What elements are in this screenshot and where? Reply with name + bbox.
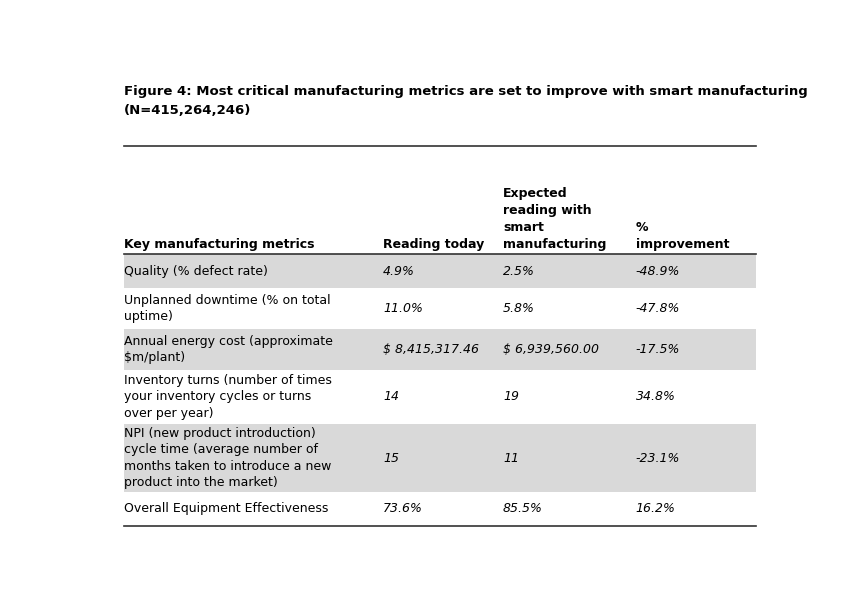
Text: 85.5%: 85.5% xyxy=(503,502,543,516)
Bar xyxy=(124,254,756,288)
Text: Key manufacturing metrics: Key manufacturing metrics xyxy=(124,238,314,251)
Text: $ 8,415,317.46: $ 8,415,317.46 xyxy=(384,343,480,356)
Text: Unplanned downtime (% on total
uptime): Unplanned downtime (% on total uptime) xyxy=(124,294,330,323)
Text: -23.1%: -23.1% xyxy=(636,452,680,464)
Text: 19: 19 xyxy=(503,390,519,403)
Text: 2.5%: 2.5% xyxy=(503,265,535,278)
Text: Overall Equipment Effectiveness: Overall Equipment Effectiveness xyxy=(124,502,329,516)
Text: Expected
reading with
smart
manufacturing: Expected reading with smart manufacturin… xyxy=(503,187,607,251)
Text: %
improvement: % improvement xyxy=(636,221,729,251)
Bar xyxy=(124,424,756,492)
Text: -47.8%: -47.8% xyxy=(636,302,680,315)
Text: 5.8%: 5.8% xyxy=(503,302,535,315)
Text: 11.0%: 11.0% xyxy=(384,302,423,315)
Text: Annual energy cost (approximate
$m/plant): Annual energy cost (approximate $m/plant… xyxy=(124,335,333,364)
Text: NPI (new product introduction)
cycle time (average number of
months taken to int: NPI (new product introduction) cycle tim… xyxy=(124,427,331,489)
Text: Quality (% defect rate): Quality (% defect rate) xyxy=(124,265,268,278)
Text: 34.8%: 34.8% xyxy=(636,390,676,403)
Text: 14: 14 xyxy=(384,390,399,403)
Text: Inventory turns (number of times
your inventory cycles or turns
over per year): Inventory turns (number of times your in… xyxy=(124,374,332,420)
Text: 4.9%: 4.9% xyxy=(384,265,415,278)
Text: -48.9%: -48.9% xyxy=(636,265,680,278)
Text: (N=415,264,246): (N=415,264,246) xyxy=(124,104,251,117)
Text: 16.2%: 16.2% xyxy=(636,502,676,516)
Text: -17.5%: -17.5% xyxy=(636,343,680,356)
Text: 15: 15 xyxy=(384,452,399,464)
Text: Reading today: Reading today xyxy=(384,238,485,251)
Text: $ 6,939,560.00: $ 6,939,560.00 xyxy=(503,343,599,356)
Text: Figure 4: Most critical manufacturing metrics are set to improve with smart manu: Figure 4: Most critical manufacturing me… xyxy=(124,85,807,98)
Text: 73.6%: 73.6% xyxy=(384,502,423,516)
Text: 11: 11 xyxy=(503,452,519,464)
Bar xyxy=(124,329,756,370)
